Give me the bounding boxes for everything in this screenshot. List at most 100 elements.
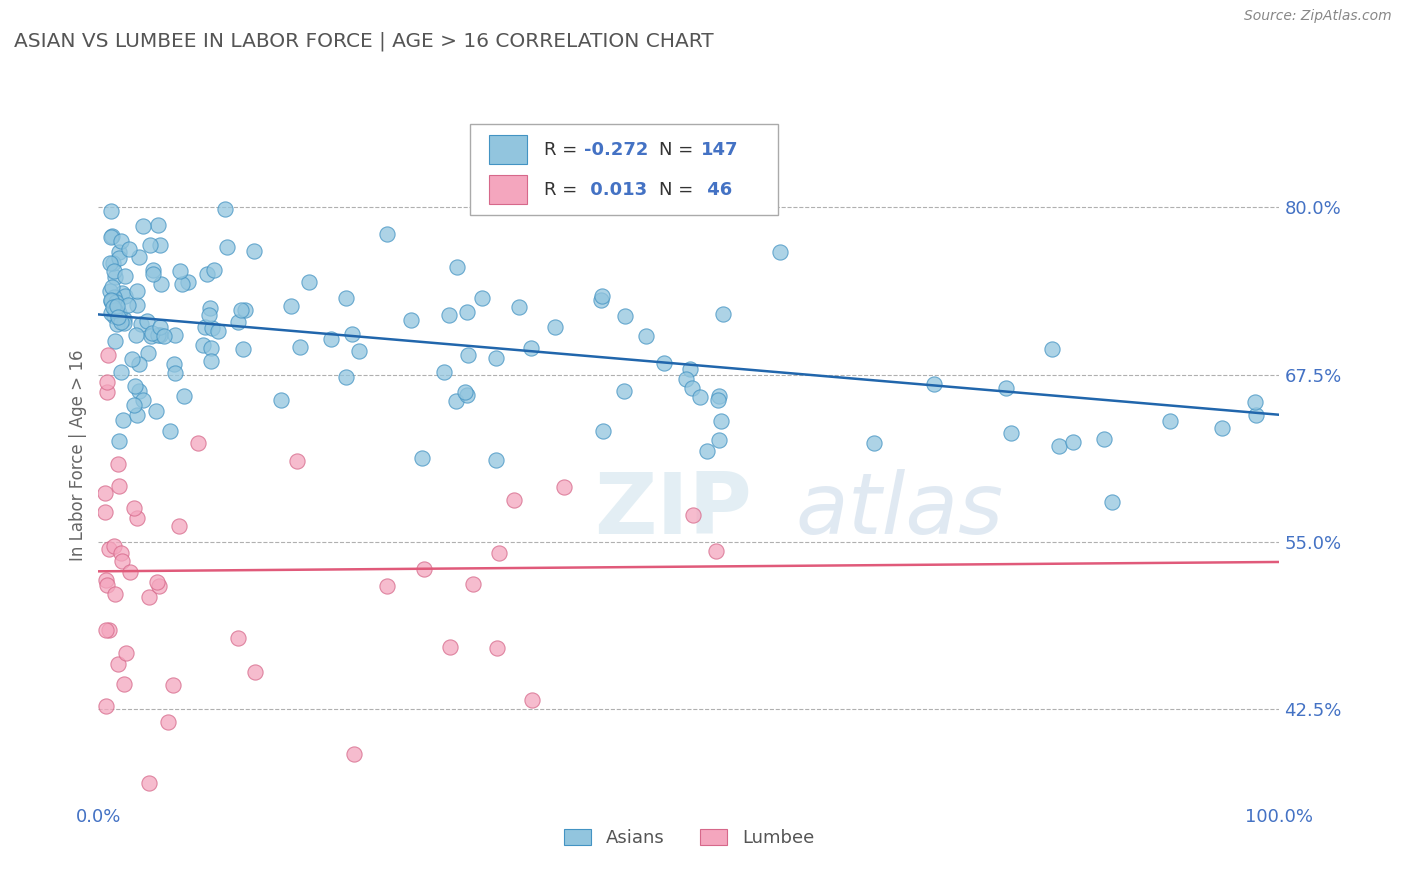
Text: ZIP: ZIP [595, 469, 752, 552]
Point [163, 366, 186, 380]
Text: -0.272: -0.272 [583, 141, 648, 159]
Point [201, 321, 224, 335]
Point [375, 227, 398, 242]
Point [125, 328, 148, 343]
Point [1101, 494, 1123, 508]
Point [108, 306, 131, 320]
Point [132, 392, 155, 407]
Point [335, 370, 357, 384]
Point [94, 698, 117, 713]
Point [226, 315, 249, 329]
Point [104, 269, 127, 284]
Point [1244, 394, 1267, 409]
Point [488, 546, 510, 560]
Point [117, 297, 139, 311]
Point [114, 289, 136, 303]
Point [96, 623, 118, 637]
Point [110, 315, 132, 329]
Point [298, 276, 321, 290]
Point [110, 546, 132, 560]
Point [288, 341, 311, 355]
Point [456, 388, 478, 402]
Point [104, 587, 127, 601]
Point [229, 302, 252, 317]
Point [127, 511, 149, 525]
Point [107, 310, 129, 324]
Point [103, 264, 125, 278]
Point [335, 291, 357, 305]
Text: N =: N = [659, 180, 699, 199]
Point [340, 326, 363, 341]
Point [711, 307, 734, 321]
Point [118, 565, 141, 579]
FancyBboxPatch shape [489, 175, 527, 204]
Point [214, 202, 236, 217]
Point [98, 624, 121, 638]
Point [461, 577, 484, 591]
Point [1000, 426, 1022, 441]
Point [100, 229, 122, 244]
Point [520, 693, 543, 707]
Legend: Asians, Lumbee: Asians, Lumbee [555, 820, 823, 856]
Point [1062, 434, 1084, 449]
Point [103, 539, 125, 553]
FancyBboxPatch shape [489, 136, 527, 164]
Point [127, 284, 149, 298]
Point [592, 424, 614, 438]
Point [170, 277, 193, 291]
Point [129, 317, 152, 331]
Point [679, 361, 702, 376]
Point [613, 309, 636, 323]
Point [194, 320, 217, 334]
Point [202, 263, 225, 277]
Point [704, 543, 727, 558]
Point [191, 338, 214, 352]
Point [1211, 420, 1233, 434]
Point [107, 434, 129, 448]
Point [100, 293, 122, 308]
Point [122, 399, 145, 413]
Point [995, 380, 1018, 394]
Point [439, 640, 461, 654]
Point [104, 303, 127, 318]
Point [285, 454, 308, 468]
Point [100, 204, 122, 219]
Point [103, 300, 125, 314]
Point [242, 244, 264, 258]
Text: 0.013: 0.013 [583, 180, 647, 199]
Point [591, 289, 613, 303]
Point [162, 678, 184, 692]
Point [707, 433, 730, 447]
Point [146, 327, 169, 342]
Point [198, 301, 221, 315]
Point [446, 260, 468, 275]
Text: R =: R = [544, 180, 582, 199]
Point [101, 279, 124, 293]
Point [280, 299, 302, 313]
Point [145, 404, 167, 418]
Point [103, 309, 125, 323]
Point [485, 452, 508, 467]
Point [142, 267, 165, 281]
Point [159, 424, 181, 438]
Point [215, 240, 238, 254]
Point [149, 237, 172, 252]
Point [486, 641, 509, 656]
Point [347, 343, 370, 358]
Point [157, 714, 180, 729]
Text: ASIAN VS LUMBEE IN LABOR FORCE | AGE > 16 CORRELATION CHART: ASIAN VS LUMBEE IN LABOR FORCE | AGE > 1… [14, 31, 714, 51]
Point [454, 384, 477, 399]
Point [399, 313, 422, 327]
Point [456, 305, 478, 319]
Point [122, 501, 145, 516]
Point [707, 388, 730, 402]
Point [675, 372, 697, 386]
Point [111, 286, 134, 301]
Point [136, 346, 159, 360]
FancyBboxPatch shape [471, 124, 778, 215]
Point [105, 294, 128, 309]
Text: R =: R = [544, 141, 582, 159]
Point [114, 646, 136, 660]
Point [98, 285, 121, 299]
Point [101, 228, 124, 243]
